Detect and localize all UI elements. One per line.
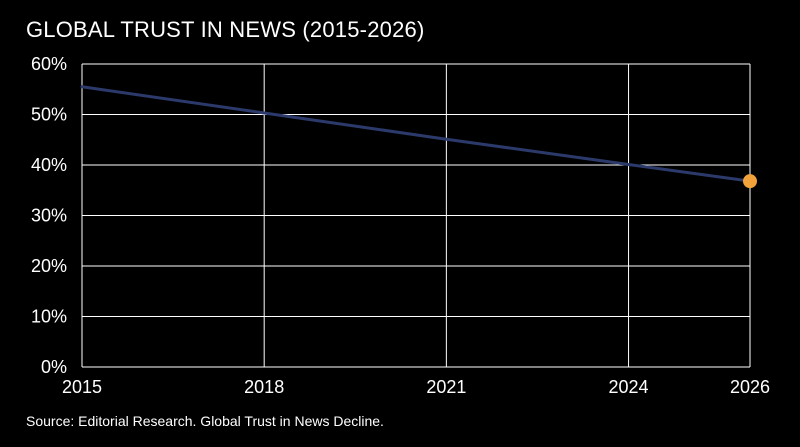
highlight-point bbox=[743, 174, 757, 189]
x-tick-label: 2015 bbox=[62, 377, 102, 397]
x-tick-label: 2021 bbox=[426, 377, 466, 397]
series-line bbox=[80, 85, 752, 183]
y-tick-label: 30% bbox=[31, 206, 67, 226]
x-tick-label: 2026 bbox=[730, 377, 770, 397]
y-tick-label: 10% bbox=[31, 307, 67, 327]
y-tick-label: 0% bbox=[41, 357, 67, 377]
y-tick-label: 60% bbox=[31, 54, 67, 74]
y-tick-label: 50% bbox=[31, 105, 67, 125]
x-tick-label: 2018 bbox=[244, 377, 284, 397]
y-tick-label: 20% bbox=[31, 256, 67, 276]
source-note: Source: Editorial Research. Global Trust… bbox=[26, 413, 384, 429]
y-tick-label: 40% bbox=[31, 155, 67, 175]
x-tick-label: 2024 bbox=[609, 377, 649, 397]
chart-title: GLOBAL TRUST IN NEWS (2015-2026) bbox=[26, 17, 425, 42]
